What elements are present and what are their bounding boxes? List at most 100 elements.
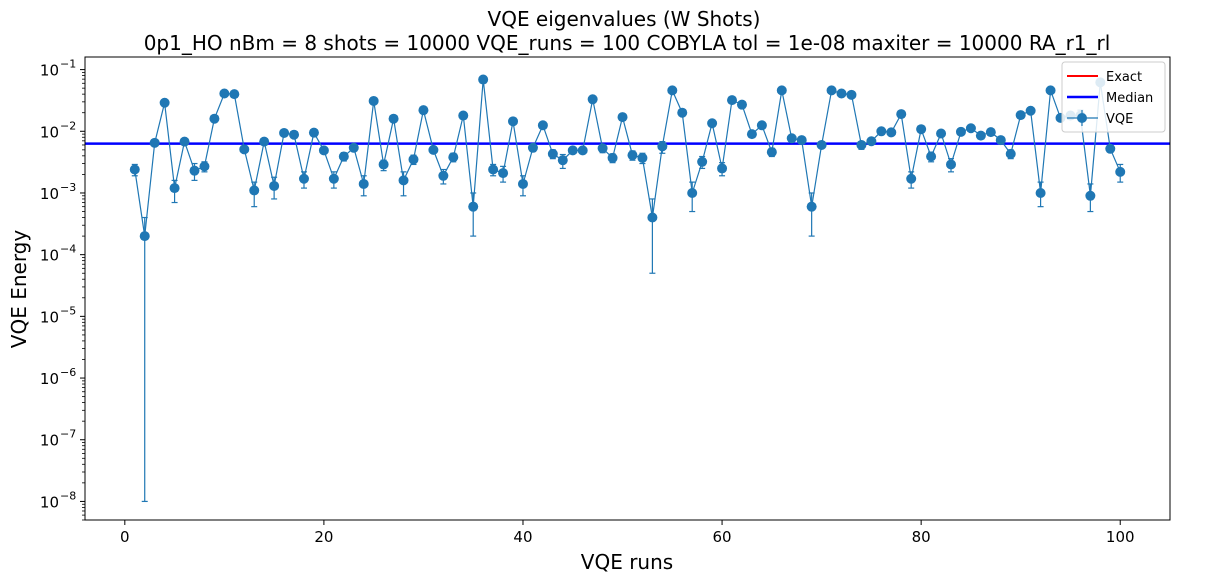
vqe-point: [378, 159, 389, 170]
vqe-point: [657, 141, 668, 152]
y-tick-label: 10: [40, 432, 59, 450]
vqe-point: [129, 164, 140, 175]
vqe-point: [179, 136, 190, 147]
y-tick-exponent: −6: [60, 366, 76, 379]
vqe-point: [1035, 187, 1046, 198]
vqe-point: [846, 89, 857, 100]
vqe-point: [139, 231, 150, 242]
vqe-point: [985, 127, 996, 138]
vqe-point: [269, 180, 280, 191]
vqe-point: [388, 113, 399, 124]
x-tick-label: 100: [1106, 528, 1135, 546]
vqe-point: [358, 178, 369, 189]
vqe-point: [906, 173, 917, 184]
vqe-point: [926, 151, 937, 162]
y-tick-exponent: −4: [60, 243, 76, 256]
vqe-point: [557, 155, 568, 166]
vqe-point: [348, 142, 359, 153]
vqe-point: [298, 173, 309, 184]
vqe-point: [1025, 105, 1036, 116]
vqe-point: [308, 127, 319, 138]
vqe-point: [965, 123, 976, 134]
vqe-point: [527, 142, 538, 153]
vqe-point: [458, 110, 469, 121]
plot-frame: [84, 56, 1171, 521]
vqe-point: [547, 148, 558, 159]
vqe-point: [577, 145, 588, 156]
vqe-point: [796, 135, 807, 146]
vqe-point: [995, 135, 1006, 146]
y-axis: 10−810−710−610−510−410−310−210−1: [40, 58, 85, 521]
vqe-point: [886, 127, 897, 138]
chart-subtitle: 0p1_HO nBm = 8 shots = 10000 VQE_runs = …: [144, 31, 1111, 55]
vqe-point: [478, 74, 489, 85]
x-tick-label: 20: [314, 528, 333, 546]
vqe-point: [259, 136, 270, 147]
vqe-point: [368, 95, 379, 106]
vqe-point: [438, 170, 449, 181]
vqe-point: [1115, 166, 1126, 177]
vqe-point: [936, 128, 947, 139]
x-tick-label: 0: [120, 528, 130, 546]
y-tick-label: 10: [40, 308, 59, 326]
vqe-point: [398, 175, 409, 186]
y-tick-exponent: −7: [60, 428, 76, 441]
vqe-point: [786, 133, 797, 144]
vqe-point: [766, 147, 777, 158]
vqe-point: [1005, 148, 1016, 159]
y-tick-label: 10: [40, 123, 59, 141]
vqe-point: [916, 124, 927, 135]
vqe-point: [896, 109, 907, 120]
y-tick-exponent: −1: [60, 58, 76, 71]
vqe-point: [677, 107, 688, 118]
vqe-point: [448, 152, 459, 163]
vqe-point: [667, 85, 678, 96]
vqe-point: [338, 151, 349, 162]
vqe-point: [209, 113, 220, 124]
y-tick-label: 10: [40, 247, 59, 265]
vqe-point: [597, 143, 608, 154]
vqe-point: [229, 89, 240, 100]
vqe-point: [617, 112, 628, 123]
legend-exact-label: Exact: [1106, 70, 1142, 85]
legend-box: [1061, 61, 1166, 133]
vqe-point: [1015, 110, 1026, 121]
legend-vqe-label: VQE: [1106, 112, 1133, 127]
vqe-point: [328, 173, 339, 184]
vqe-point: [836, 88, 847, 99]
vqe-point: [1085, 190, 1096, 201]
y-tick-exponent: −5: [60, 304, 76, 317]
vqe-point: [239, 144, 250, 155]
vqe-point: [249, 185, 260, 196]
vqe-point: [727, 95, 738, 106]
y-tick-label: 10: [40, 493, 59, 511]
x-axis-label: VQE runs: [581, 550, 673, 574]
y-tick-exponent: −3: [60, 181, 76, 194]
vqe-point: [746, 129, 757, 140]
legend: Exact Median VQE: [1061, 61, 1166, 133]
vqe-point: [418, 105, 429, 116]
vqe-point: [468, 201, 479, 212]
vqe-point: [1045, 85, 1056, 96]
vqe-point: [199, 161, 210, 172]
y-tick-exponent: −8: [60, 489, 76, 502]
vqe-point: [955, 126, 966, 137]
vqe-point: [219, 88, 230, 99]
vqe-point: [169, 183, 180, 194]
vqe-point: [647, 212, 658, 223]
vqe-point: [607, 152, 618, 163]
y-tick-label: 10: [40, 370, 59, 388]
vqe-point: [279, 127, 290, 138]
vqe-point: [756, 120, 767, 131]
y-tick-exponent: −2: [60, 119, 76, 132]
y-tick-label: 10: [40, 185, 59, 203]
vqe-point: [498, 168, 509, 179]
vqe-point: [408, 154, 419, 165]
vqe-point: [776, 85, 787, 96]
vqe-point: [627, 150, 638, 161]
vqe-point: [508, 116, 519, 127]
x-axis: 0 20 40 60 80 100: [120, 520, 1135, 546]
vqe-point: [816, 139, 827, 150]
vqe-point: [587, 94, 598, 105]
